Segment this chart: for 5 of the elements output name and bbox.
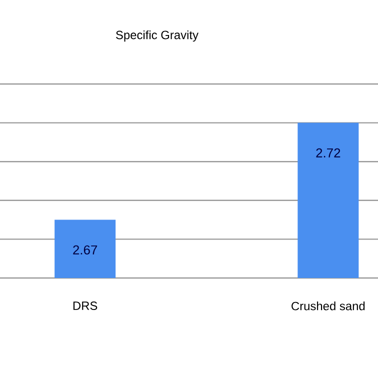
chart-title: Specific Gravity bbox=[116, 30, 198, 42]
x-tick-label: DRS bbox=[73, 302, 98, 310]
data-label: 2.67 bbox=[73, 245, 98, 254]
data-label: 2.72 bbox=[316, 148, 340, 158]
x-tick-label: Crushed sand bbox=[292, 302, 365, 310]
